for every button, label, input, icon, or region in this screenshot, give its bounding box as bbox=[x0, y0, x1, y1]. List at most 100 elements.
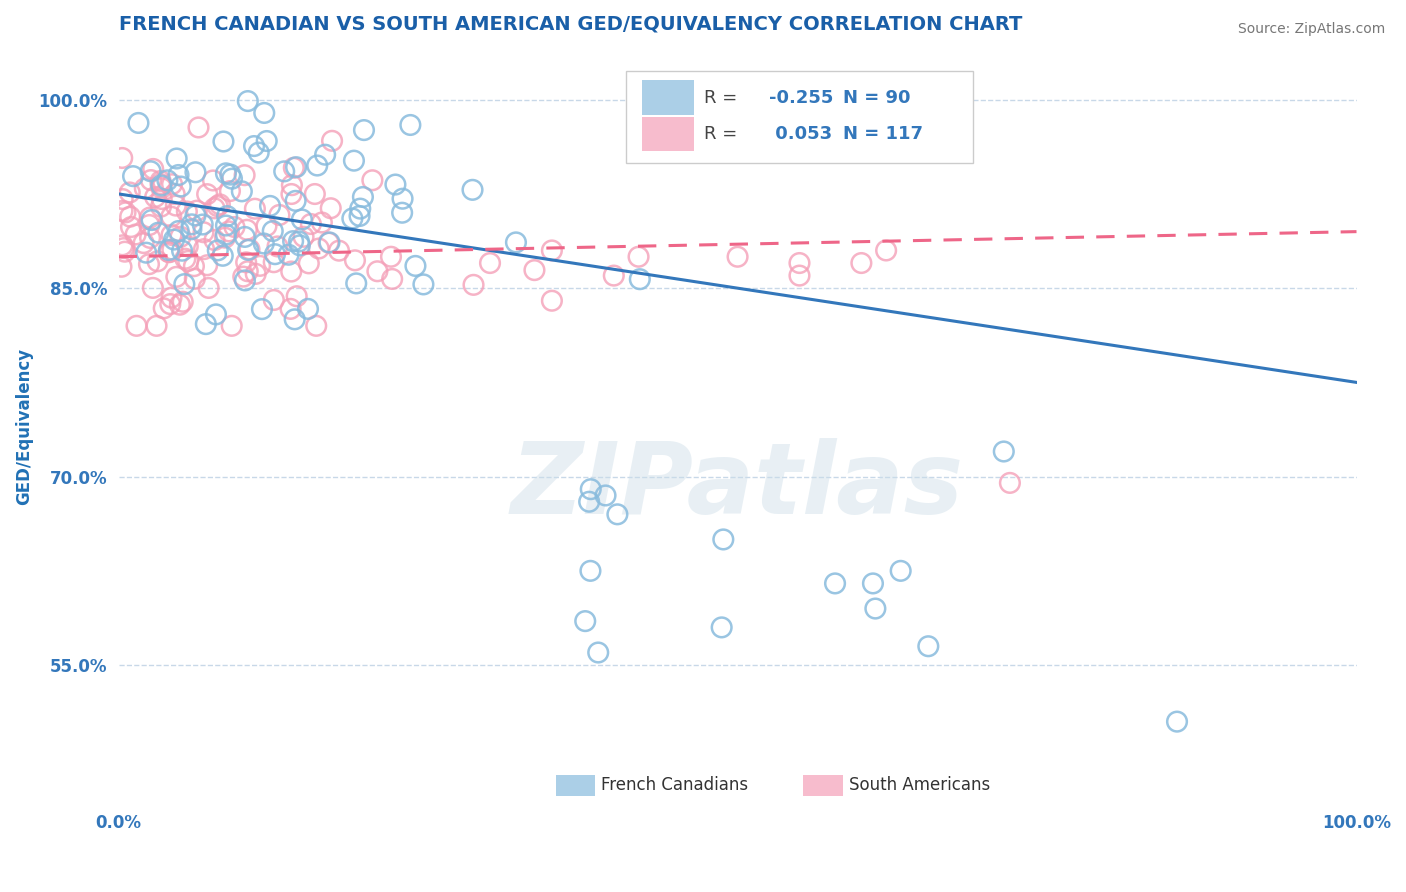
Point bbox=[233, 230, 256, 244]
Point bbox=[163, 233, 186, 247]
Point bbox=[207, 199, 229, 213]
Point bbox=[314, 147, 336, 161]
Point bbox=[236, 264, 259, 278]
Point bbox=[253, 236, 276, 251]
Text: N = 117: N = 117 bbox=[842, 125, 922, 143]
Point bbox=[165, 198, 187, 212]
Point bbox=[505, 235, 527, 250]
Point bbox=[111, 151, 134, 165]
Text: FRENCH CANADIAN VS SOUTH AMERICAN GED/EQUIVALENCY CORRELATION CHART: FRENCH CANADIAN VS SOUTH AMERICAN GED/EQ… bbox=[118, 15, 1022, 34]
Point bbox=[138, 257, 160, 271]
Point bbox=[146, 254, 169, 268]
FancyBboxPatch shape bbox=[643, 117, 695, 152]
Point bbox=[288, 238, 311, 252]
Point bbox=[219, 168, 242, 182]
Point bbox=[160, 177, 183, 191]
Point bbox=[288, 235, 311, 249]
Text: 0.053: 0.053 bbox=[769, 125, 832, 143]
Point bbox=[207, 244, 229, 258]
Point bbox=[343, 253, 366, 268]
Point bbox=[998, 475, 1021, 490]
Point bbox=[170, 179, 193, 194]
Point bbox=[172, 294, 194, 309]
Point bbox=[135, 245, 157, 260]
Point bbox=[461, 183, 484, 197]
Point bbox=[184, 209, 207, 223]
Point bbox=[217, 209, 239, 223]
Point bbox=[205, 307, 228, 321]
Point bbox=[125, 318, 148, 333]
Point bbox=[727, 250, 749, 264]
Point bbox=[280, 264, 302, 278]
Point bbox=[177, 254, 200, 268]
Point bbox=[233, 273, 256, 287]
Point bbox=[280, 301, 302, 316]
Point bbox=[224, 219, 246, 234]
Point bbox=[247, 145, 270, 160]
Point bbox=[269, 208, 291, 222]
Point bbox=[595, 488, 617, 502]
Point bbox=[162, 243, 184, 257]
Point bbox=[160, 210, 183, 224]
Point bbox=[208, 197, 231, 211]
Point bbox=[110, 260, 132, 274]
Point bbox=[307, 159, 329, 173]
Point bbox=[193, 225, 215, 239]
Point bbox=[292, 229, 315, 244]
Point bbox=[236, 243, 259, 257]
Text: R =: R = bbox=[704, 125, 737, 143]
Point bbox=[875, 244, 897, 258]
Point bbox=[266, 239, 288, 253]
Point bbox=[218, 224, 240, 238]
Point bbox=[157, 245, 180, 260]
Point bbox=[349, 209, 371, 223]
Point bbox=[120, 210, 142, 224]
Point bbox=[134, 181, 156, 195]
Point bbox=[186, 203, 208, 218]
Point bbox=[176, 204, 198, 219]
Point bbox=[865, 601, 887, 615]
Point bbox=[177, 239, 200, 253]
Point bbox=[256, 219, 278, 233]
Point bbox=[283, 161, 305, 175]
Point bbox=[238, 243, 260, 257]
Point bbox=[318, 235, 340, 250]
Point bbox=[142, 281, 165, 295]
Point bbox=[195, 187, 218, 202]
Point bbox=[148, 226, 170, 240]
Point bbox=[321, 134, 343, 148]
Point bbox=[159, 297, 181, 311]
Point bbox=[184, 165, 207, 179]
Point bbox=[628, 272, 651, 286]
Text: French Canadians: French Canadians bbox=[602, 776, 748, 794]
Point bbox=[245, 267, 267, 281]
Point bbox=[824, 576, 846, 591]
Point bbox=[343, 153, 366, 168]
Point bbox=[381, 272, 404, 286]
Point bbox=[281, 178, 304, 193]
Point bbox=[233, 168, 256, 182]
Point bbox=[349, 202, 371, 216]
Text: N = 90: N = 90 bbox=[842, 88, 910, 107]
Point bbox=[139, 164, 162, 178]
Point bbox=[138, 218, 160, 232]
Point bbox=[299, 217, 322, 231]
Point bbox=[380, 250, 402, 264]
Point bbox=[366, 264, 388, 278]
Point bbox=[285, 289, 308, 303]
Point bbox=[318, 235, 340, 250]
Point bbox=[214, 230, 236, 244]
Point bbox=[328, 244, 350, 258]
Point bbox=[319, 201, 342, 215]
Point bbox=[184, 272, 207, 286]
Point bbox=[479, 256, 502, 270]
Point bbox=[160, 291, 183, 305]
Point bbox=[579, 564, 602, 578]
Point bbox=[191, 218, 214, 232]
Point bbox=[711, 533, 734, 547]
Point bbox=[127, 116, 149, 130]
Point bbox=[194, 317, 217, 331]
Point bbox=[311, 215, 333, 229]
Point bbox=[263, 255, 285, 269]
Point bbox=[236, 223, 259, 237]
